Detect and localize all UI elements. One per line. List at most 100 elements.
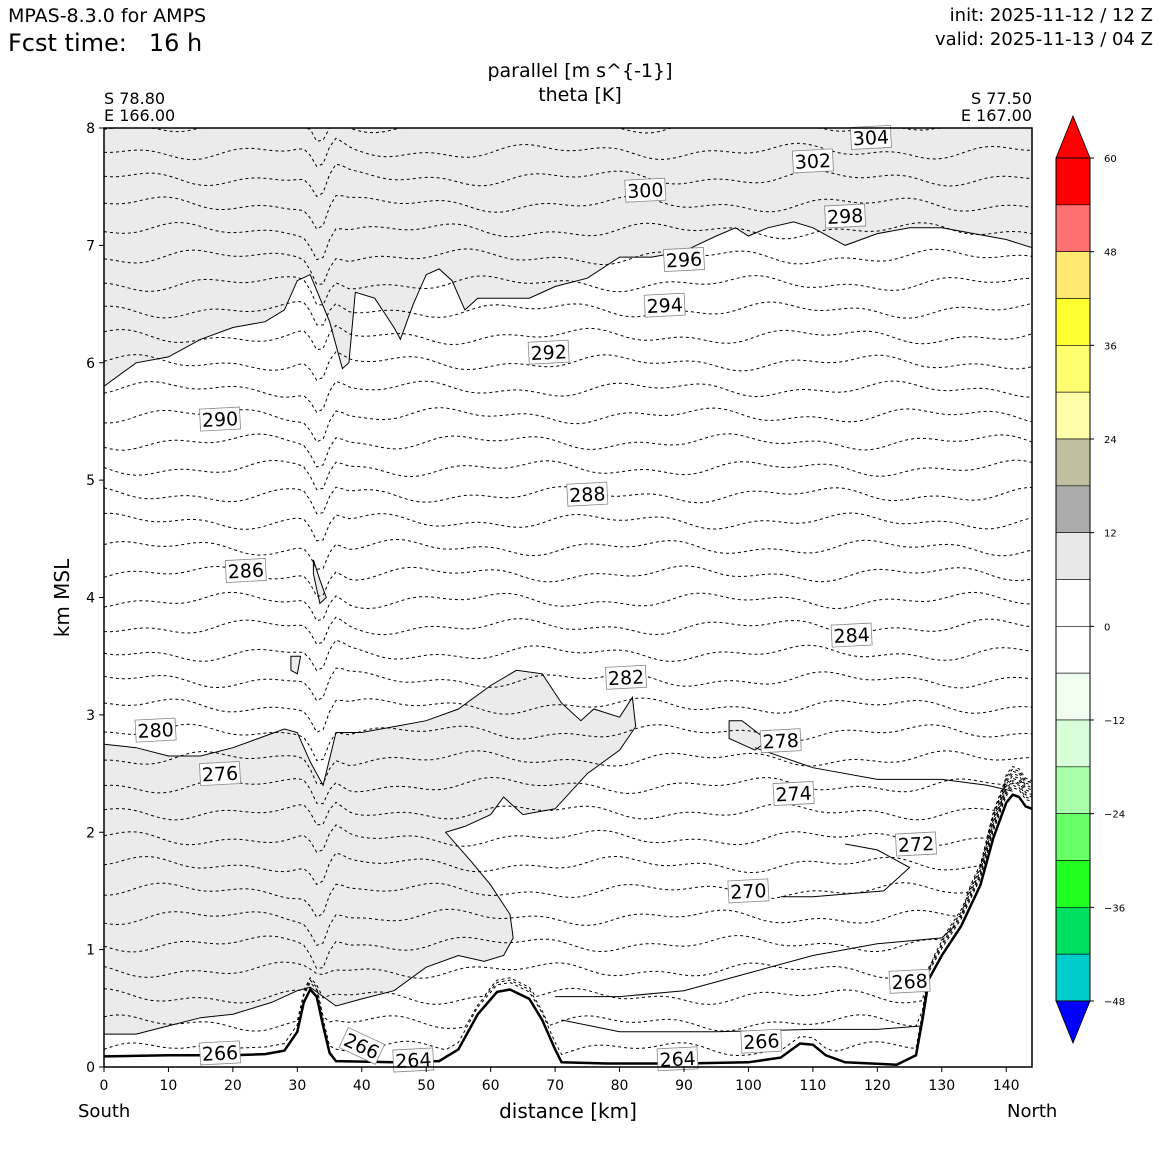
theta-line bbox=[103, 512, 1033, 542]
theta-label: 284 bbox=[830, 622, 873, 648]
theta-label-box bbox=[199, 406, 241, 432]
theta-label-text: 300 bbox=[627, 179, 664, 203]
theta-label-text: 274 bbox=[775, 783, 812, 807]
colorbar-bin bbox=[1055, 907, 1091, 955]
terrain bbox=[103, 793, 1033, 1067]
colorbar-bin bbox=[1055, 719, 1091, 768]
theta-label: 268 bbox=[888, 968, 931, 994]
forecast-time-value: 16 h bbox=[148, 29, 203, 57]
colorbar-tick-label: 48 bbox=[1104, 248, 1117, 259]
theta-isentropes bbox=[103, 127, 1033, 1057]
theta-label-box bbox=[759, 728, 802, 754]
valid-time: valid: 2025-11-13 / 04 Z bbox=[935, 29, 1153, 50]
theta-label-box bbox=[338, 1026, 386, 1065]
shaded-region-upper-edge bbox=[103, 221, 1033, 387]
theta-label: 266 bbox=[338, 1026, 386, 1065]
theta-line bbox=[103, 616, 1033, 645]
colorbar: 60 48 36 24 12 0 −12 −24 −36 −48 bbox=[1055, 114, 1125, 1045]
x-tick-label: 130 bbox=[928, 1078, 955, 1094]
left-endpoint-lat: S 78.80 bbox=[104, 89, 166, 108]
theta-label-text: 282 bbox=[607, 666, 644, 690]
x-axis-label: distance [km] bbox=[499, 1099, 637, 1123]
parallel-wind-contour bbox=[780, 843, 911, 898]
theta-line bbox=[103, 300, 1033, 326]
chart-title-line-2: theta [K] bbox=[538, 84, 622, 106]
theta-label-text: 292 bbox=[530, 341, 567, 365]
colorbar-bin bbox=[1055, 579, 1091, 627]
shaded-region-upper bbox=[104, 128, 1032, 387]
parallel-wind-contour bbox=[754, 747, 1013, 792]
shaded-region-lower bbox=[103, 669, 637, 1035]
colorbar-bin bbox=[1055, 626, 1091, 674]
theta-line bbox=[103, 773, 1033, 918]
axes: 0 10 20 30 40 50 60 70 80 90 100 110 120 130 140 0 1 2 3 4 5… bbox=[86, 121, 1020, 1094]
theta-line bbox=[103, 768, 1033, 853]
theta-line bbox=[103, 775, 1033, 947]
theta-label-text: 276 bbox=[201, 763, 238, 787]
theta-label-box bbox=[624, 177, 667, 203]
theta-label-text: 272 bbox=[897, 833, 934, 857]
y-tick-label: 5 bbox=[86, 473, 95, 489]
colorbar-bin bbox=[1055, 298, 1091, 346]
theta-line bbox=[103, 324, 1033, 351]
theta-label-box bbox=[830, 622, 873, 648]
x-tick-label: 110 bbox=[800, 1078, 827, 1094]
colorbar-tick-label: −36 bbox=[1104, 903, 1125, 914]
shaded-island bbox=[290, 655, 302, 675]
theta-line bbox=[103, 433, 1033, 468]
theta-label: 304 bbox=[849, 124, 892, 150]
x-tick-label: 60 bbox=[482, 1078, 500, 1094]
theta-line bbox=[103, 765, 1033, 826]
y-tick-label: 8 bbox=[86, 121, 95, 137]
theta-label-text: 288 bbox=[569, 483, 606, 507]
theta-label-box bbox=[772, 781, 815, 806]
theta-label-text: 302 bbox=[794, 150, 831, 174]
theta-label: 274 bbox=[772, 781, 815, 807]
x-tick-label: 30 bbox=[288, 1078, 306, 1094]
colorbar-bin bbox=[1055, 391, 1091, 440]
y-tick-label: 0 bbox=[86, 1060, 95, 1076]
theta-line bbox=[103, 787, 1033, 1057]
colorbar-bin bbox=[1055, 813, 1091, 861]
x-tick-label: 100 bbox=[735, 1078, 762, 1094]
shaded-island bbox=[312, 559, 327, 605]
colorbar-bin bbox=[1055, 672, 1091, 721]
y-tick-label: 4 bbox=[86, 591, 95, 607]
theta-label: 282 bbox=[605, 664, 647, 690]
chart-title-line-1: parallel [m s^{-1}] bbox=[487, 60, 673, 82]
theta-label-box bbox=[727, 878, 770, 904]
theta-label-text: 264 bbox=[659, 1048, 696, 1072]
theta-line bbox=[103, 776, 1033, 805]
colorbar-bin bbox=[1055, 766, 1091, 814]
theta-label: 264 bbox=[392, 1047, 435, 1073]
theta-label-box bbox=[605, 664, 647, 690]
x-tick-label: 50 bbox=[417, 1078, 435, 1094]
theta-line bbox=[103, 486, 1033, 515]
theta-label: 294 bbox=[643, 292, 686, 318]
colorbar-bin bbox=[1055, 204, 1091, 252]
theta-line bbox=[103, 194, 1033, 230]
x-tick-label: 120 bbox=[864, 1078, 891, 1094]
theta-line bbox=[103, 784, 1033, 1032]
theta-label: 292 bbox=[527, 339, 570, 365]
theta-label-text: 268 bbox=[891, 970, 928, 994]
theta-line bbox=[103, 538, 1033, 570]
colorbar-tick-label: 36 bbox=[1104, 341, 1117, 352]
forecast-time: Fcst time: 16 h bbox=[8, 29, 202, 57]
colorbar-border bbox=[1055, 157, 1091, 1002]
theta-label: 272 bbox=[895, 831, 937, 857]
theta-label-text: 284 bbox=[833, 624, 870, 648]
x-tick-label: 40 bbox=[353, 1078, 371, 1094]
theta-line bbox=[103, 248, 1033, 285]
forecast-time-label: Fcst time: bbox=[8, 29, 127, 57]
theta-label-text: 290 bbox=[201, 408, 238, 432]
theta-line bbox=[103, 770, 1033, 886]
theta-label: 266 bbox=[740, 1028, 783, 1054]
theta-label-box bbox=[527, 339, 570, 365]
theta-label-box bbox=[392, 1047, 435, 1073]
theta-label-box bbox=[824, 203, 867, 229]
theta-line bbox=[104, 407, 1033, 443]
init-time: init: 2025-11-12 / 12 Z bbox=[949, 5, 1153, 26]
theta-line bbox=[104, 750, 1033, 785]
theta-line bbox=[103, 380, 1033, 414]
